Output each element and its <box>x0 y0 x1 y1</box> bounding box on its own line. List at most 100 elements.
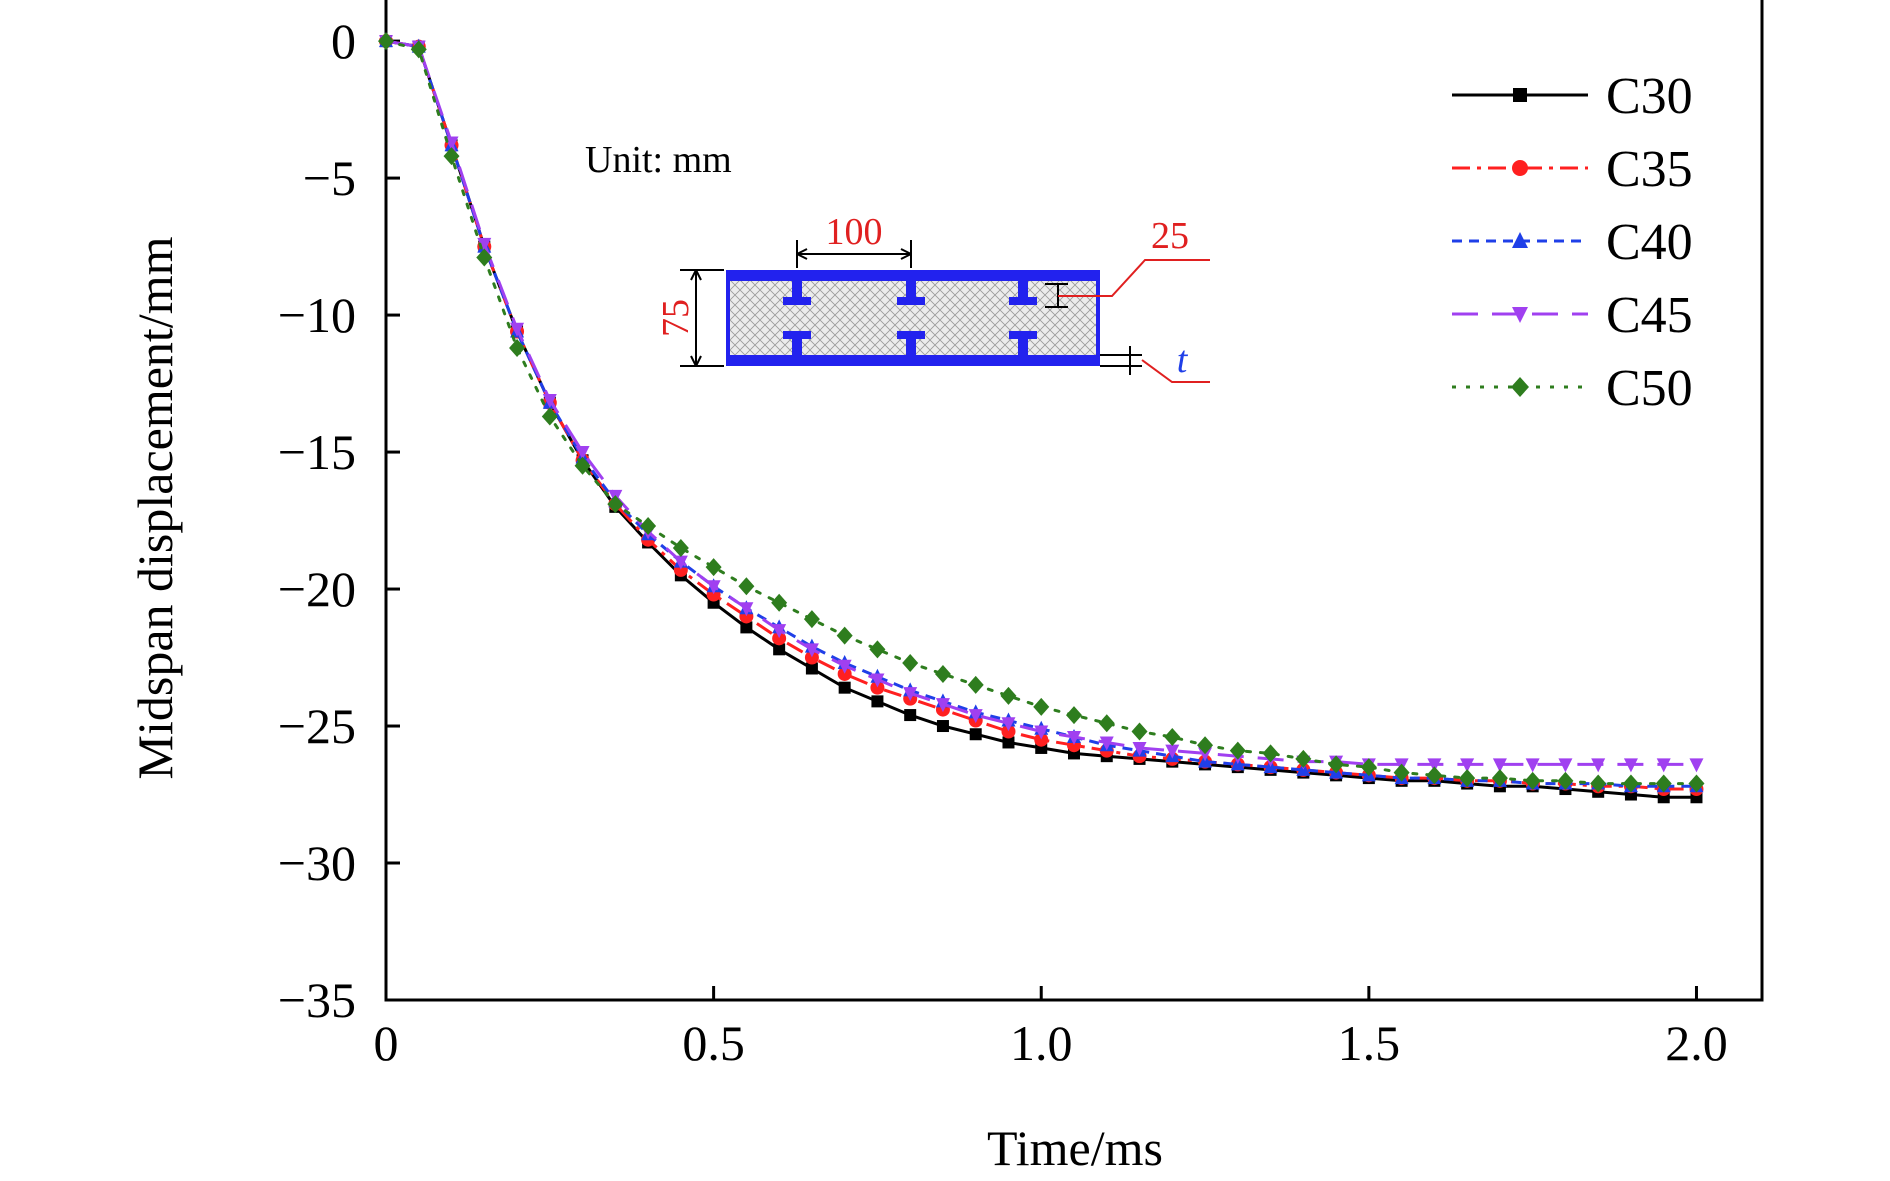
legend-swatch-marker <box>1512 232 1528 248</box>
data-point <box>1393 763 1410 782</box>
series-layer <box>378 32 1705 804</box>
series-c40 <box>379 33 1704 793</box>
legend-label: C30 <box>1606 68 1693 125</box>
data-point <box>1525 758 1540 773</box>
data-point <box>378 32 394 51</box>
data-point <box>1262 744 1279 763</box>
series-c50 <box>378 32 1705 793</box>
data-point <box>1688 774 1705 793</box>
data-point <box>1197 736 1214 755</box>
legend-swatch-marker <box>1511 377 1529 397</box>
data-point <box>904 709 917 722</box>
data-point <box>477 237 492 252</box>
data-point <box>1098 714 1115 733</box>
data-point <box>838 681 851 694</box>
data-point <box>510 322 525 337</box>
data-point <box>968 709 983 724</box>
data-point <box>837 666 852 681</box>
series-line <box>385 39 1697 799</box>
series-line <box>385 39 1697 766</box>
shear-connectors <box>783 281 1037 355</box>
series-line <box>384 39 1698 786</box>
data-point <box>1034 725 1049 740</box>
data-point <box>1165 744 1180 759</box>
thickness-dimension-label: t <box>1177 339 1189 381</box>
data-point <box>1066 706 1082 725</box>
data-point <box>1524 771 1541 790</box>
y-tick-label: −10 <box>278 287 356 343</box>
data-point <box>869 640 886 659</box>
data-point <box>870 673 885 688</box>
legend: C30 C35 C40 C45 C50 <box>1452 68 1693 417</box>
data-point <box>1622 774 1639 793</box>
data-point <box>1000 686 1017 705</box>
data-point <box>967 675 984 694</box>
data-point <box>1229 741 1246 760</box>
data-point <box>1034 732 1049 747</box>
steel-bottom-plate <box>726 355 1100 366</box>
legend-label: C35 <box>1606 141 1693 198</box>
data-point <box>575 446 590 461</box>
legend-label: C50 <box>1606 360 1693 417</box>
data-point <box>804 643 819 658</box>
data-point <box>903 687 918 702</box>
y-tick-label: −5 <box>303 150 356 206</box>
steel-left-edge <box>726 270 730 366</box>
data-point <box>772 624 787 639</box>
legend-item-c45: C45 <box>1452 287 1693 344</box>
x-tick-label: 1.5 <box>1338 1015 1401 1071</box>
y-tick-label: −15 <box>278 424 356 480</box>
data-point <box>541 407 558 426</box>
height-dimension <box>680 269 724 367</box>
y-tick-label: −30 <box>278 835 356 891</box>
plot-border <box>384 0 1764 1002</box>
legend-item-c30: C30 <box>1452 68 1693 125</box>
data-point <box>934 664 951 683</box>
data-point <box>1131 722 1148 741</box>
data-point <box>936 720 949 733</box>
legend-swatch-marker <box>1512 307 1528 323</box>
data-point <box>410 40 427 59</box>
data-point <box>1491 769 1508 788</box>
legend-label: C40 <box>1606 214 1693 271</box>
data-point <box>805 662 818 675</box>
connector-dimension-label: 25 <box>1151 215 1189 257</box>
legend-label: C45 <box>1606 287 1693 344</box>
y-tick-label: −25 <box>278 698 356 754</box>
height-dimension-label: 75 <box>655 299 697 337</box>
data-point <box>705 558 722 577</box>
data-point <box>574 456 591 475</box>
data-point <box>1460 758 1475 773</box>
data-point <box>443 147 460 166</box>
data-point <box>771 593 788 612</box>
x-tick-label: 1.0 <box>1010 1015 1073 1071</box>
data-point <box>607 495 624 514</box>
y-tick-label: −20 <box>278 561 356 617</box>
data-point <box>672 538 689 557</box>
data-point <box>1590 774 1607 793</box>
data-point <box>1002 736 1015 749</box>
data-point <box>1656 758 1671 773</box>
steel-top-plate <box>726 270 1100 281</box>
data-point <box>902 654 919 673</box>
legend-item-c40: C40 <box>1452 214 1693 271</box>
data-point <box>1557 771 1574 790</box>
data-point <box>804 650 819 665</box>
data-point <box>773 643 786 656</box>
data-point <box>871 695 884 708</box>
x-axis-label: Time/ms <box>987 1120 1163 1176</box>
data-point <box>1623 758 1638 773</box>
data-point <box>1591 758 1606 773</box>
data-point <box>1001 717 1016 732</box>
legend-item-c50: C50 <box>1452 360 1693 417</box>
plot-frame <box>384 0 1764 1002</box>
width-dimension-label: 100 <box>826 211 883 253</box>
data-point <box>837 659 852 674</box>
data-point <box>1689 758 1704 773</box>
inset-unit-label: Unit: mm <box>585 139 732 181</box>
data-point <box>1067 730 1081 745</box>
data-point <box>969 728 982 741</box>
width-dimension <box>796 240 912 268</box>
data-point <box>739 602 754 617</box>
